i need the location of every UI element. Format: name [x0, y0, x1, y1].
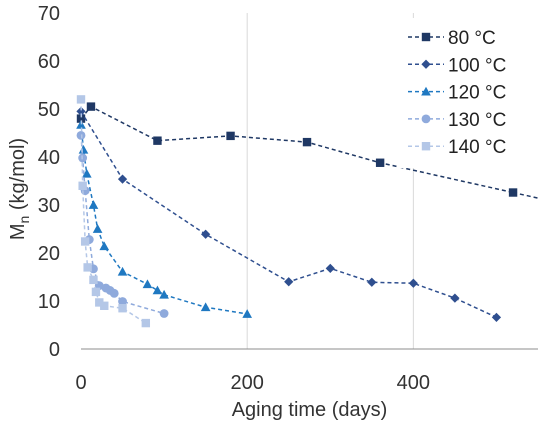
y-axis-title-unit: (kg/mol): [7, 138, 29, 216]
series-5-point-6: [95, 298, 104, 307]
legend-marker-5: [421, 142, 431, 151]
series-1-point-4: [302, 137, 312, 147]
y-tick-label-60: 60: [38, 51, 60, 73]
y-axis-title-subscript: n: [16, 216, 32, 224]
series-2-point-8: [491, 312, 502, 322]
series-2-point-1: [117, 174, 128, 184]
legend-marker-3: [421, 86, 431, 96]
legend-item-4: 130 °C: [408, 110, 506, 131]
y-tick-label-10: 10: [38, 291, 60, 313]
series-5-point-9: [141, 318, 151, 328]
legend-label-5: 140 °C: [448, 137, 506, 158]
series-5-point-0: [76, 95, 86, 104]
legend-marker-2: [421, 59, 431, 69]
series-5-point-1: [78, 181, 87, 190]
series-4: [76, 130, 169, 318]
x-tick-label-200: 200: [230, 372, 263, 394]
legend-item-3: 120 °C: [408, 83, 506, 104]
series-2-point-3: [284, 277, 294, 287]
series-5-point-7: [100, 301, 109, 310]
series-3-point-5: [99, 241, 110, 251]
series-1-point-1: [86, 102, 96, 111]
series-3-point-6: [117, 266, 128, 276]
series-lines: [76, 95, 539, 328]
legend-label-1: 80 °C: [448, 28, 496, 49]
series-1-point-5: [375, 158, 385, 167]
series-2-point-5: [367, 277, 377, 287]
series-2-point-6: [408, 278, 418, 288]
legend-marker-4: [421, 114, 431, 124]
legend: 80 °C 100 °C 120 °C 130 °C 140 °C: [398, 18, 510, 168]
x-axis-title: Aging time (days): [232, 399, 388, 421]
series-3-point-9: [159, 289, 169, 299]
series-5-point-5: [91, 287, 101, 297]
x-tick-label-400: 400: [397, 372, 430, 394]
y-axis-title-main: M: [7, 223, 29, 240]
tick-labels: 0 200 400 0 10 20 30 40 50 60 70: [38, 3, 430, 394]
series-4-point-10: [159, 309, 169, 318]
series-3-point-7: [142, 279, 153, 289]
series-2-point-0: [76, 106, 86, 117]
series-5-point-3: [83, 263, 92, 272]
series-3-point-1: [78, 144, 89, 154]
y-tick-label-30: 30: [38, 195, 60, 217]
series-2: [76, 106, 502, 322]
legend-label-3: 120 °C: [448, 83, 506, 104]
x-tick-label-0: 0: [75, 372, 86, 394]
y-tick-label-50: 50: [38, 99, 60, 121]
series-3-point-2: [81, 168, 92, 178]
y-tick-label-0: 0: [49, 339, 60, 361]
series-1-point-2: [153, 136, 162, 145]
series-5-point-2: [80, 237, 90, 246]
series-4-point-9: [118, 297, 127, 306]
series-3-point-4: [92, 224, 103, 233]
legend-marker-1: [421, 32, 431, 42]
series-5-point-4: [89, 275, 98, 285]
legend-background: [398, 18, 510, 168]
y-tick-label-40: 40: [38, 147, 60, 169]
series-2-point-2: [201, 229, 211, 239]
series-2-point-4: [325, 263, 335, 273]
y-tick-label-20: 20: [38, 243, 60, 265]
series-1-point-3: [226, 131, 235, 141]
series-5: [76, 95, 151, 328]
series-line-3: [80, 124, 248, 315]
series-1-line-extension: [512, 191, 539, 199]
legend-label-2: 100 °C: [448, 55, 506, 76]
legend-item-5: 140 °C: [408, 137, 506, 158]
series-4-point-8: [109, 288, 119, 298]
series-2-point-7: [450, 293, 460, 303]
series-3-point-3: [88, 200, 99, 209]
legend-item-2: 100 °C: [408, 55, 506, 76]
y-tick-label-70: 70: [38, 3, 60, 25]
series-line-4: [80, 135, 165, 315]
series-5-point-8: [118, 304, 127, 313]
legend-item-1: 80 °C: [408, 28, 496, 49]
series-line-5: [80, 99, 147, 324]
series-1-point-0: [76, 114, 86, 123]
gridlines: [246, 13, 414, 349]
series-3-point-11: [242, 309, 253, 318]
legend-label-4: 130 °C: [448, 110, 506, 131]
series-3-point-10: [200, 302, 211, 312]
y-axis-title: Mn (kg/mol): [7, 138, 32, 240]
series-3-point-8: [152, 285, 163, 295]
series-3: [76, 120, 253, 318]
